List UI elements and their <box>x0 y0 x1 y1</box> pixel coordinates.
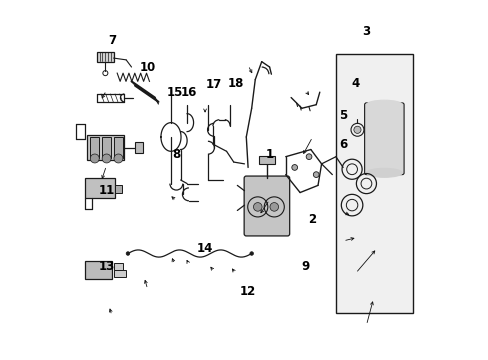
Bar <box>97 51 113 62</box>
Bar <box>85 261 112 279</box>
Text: 9: 9 <box>301 260 309 273</box>
Bar <box>113 270 126 277</box>
Bar <box>115 185 122 193</box>
Text: 13: 13 <box>98 260 114 273</box>
Text: 2: 2 <box>308 213 316 226</box>
Bar <box>85 178 115 198</box>
Text: 10: 10 <box>139 60 156 73</box>
Circle shape <box>291 165 297 170</box>
Text: 7: 7 <box>107 33 116 47</box>
Circle shape <box>102 154 111 163</box>
Circle shape <box>249 252 253 255</box>
Text: 18: 18 <box>227 77 243 90</box>
Bar <box>135 142 142 153</box>
Bar <box>114 137 122 158</box>
Circle shape <box>114 154 122 163</box>
Text: 3: 3 <box>362 25 370 38</box>
Bar <box>258 156 274 164</box>
Bar <box>86 135 124 160</box>
Text: 12: 12 <box>240 285 256 298</box>
Circle shape <box>313 172 319 177</box>
Text: 1: 1 <box>265 148 273 161</box>
Circle shape <box>353 126 360 134</box>
Text: 15: 15 <box>166 86 183 99</box>
Circle shape <box>305 154 311 159</box>
Bar <box>335 54 412 313</box>
Circle shape <box>126 252 129 255</box>
Bar <box>90 137 99 158</box>
FancyBboxPatch shape <box>364 103 403 175</box>
Circle shape <box>253 203 262 211</box>
Ellipse shape <box>366 100 402 109</box>
Text: 5: 5 <box>338 109 346 122</box>
FancyBboxPatch shape <box>244 176 289 236</box>
Ellipse shape <box>366 168 402 177</box>
Text: 16: 16 <box>181 86 197 99</box>
Text: 4: 4 <box>351 77 359 90</box>
Bar <box>102 137 111 158</box>
Circle shape <box>90 154 99 163</box>
Circle shape <box>269 203 278 211</box>
Text: 8: 8 <box>172 148 180 161</box>
Text: 14: 14 <box>197 242 213 255</box>
Text: 17: 17 <box>205 78 222 91</box>
Bar <box>113 263 122 270</box>
Text: 11: 11 <box>98 184 114 197</box>
Text: 6: 6 <box>338 138 346 150</box>
